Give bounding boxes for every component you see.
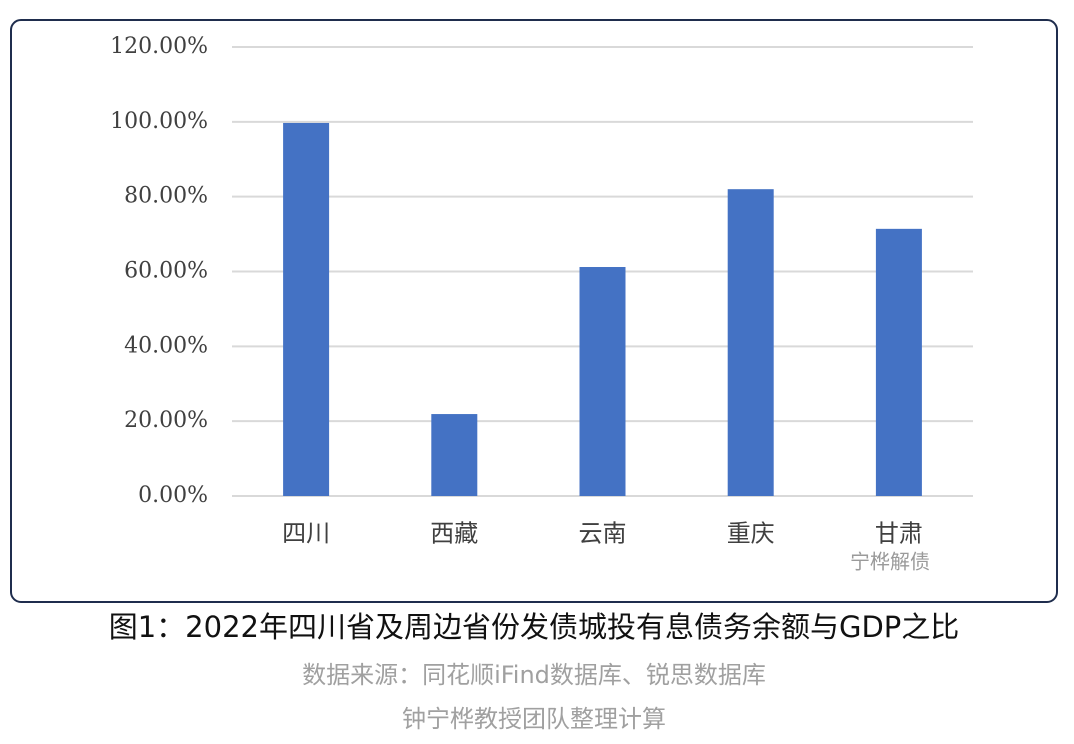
- y-tick-label: 40.00%: [124, 333, 208, 358]
- watermark: 宁桦解债: [850, 550, 930, 574]
- source-note: 数据来源：同花顺iFind数据库、锐思数据库: [302, 661, 766, 689]
- y-tick-label: 0.00%: [138, 483, 208, 508]
- chart-title: 图1：2022年四川省及周边省份发债城投有息债务余额与GDP之比: [109, 610, 960, 644]
- x-tick-label: 重庆: [727, 520, 775, 548]
- y-tick-label: 60.00%: [124, 259, 208, 284]
- bar: [727, 189, 774, 496]
- x-tick-label: 西藏: [430, 520, 478, 548]
- bar: [875, 228, 922, 496]
- x-tick-label: 四川: [282, 520, 330, 548]
- chart-frame: [10, 19, 1058, 603]
- bar: [283, 122, 330, 496]
- y-tick-label: 20.00%: [124, 408, 208, 433]
- x-tick-label: 云南: [579, 520, 627, 548]
- credit-note: 钟宁桦教授团队整理计算: [402, 705, 666, 733]
- y-tick-label: 80.00%: [124, 184, 208, 209]
- y-tick-label: 100.00%: [110, 109, 208, 134]
- y-tick-label: 120.00%: [110, 34, 208, 59]
- bar: [431, 414, 478, 496]
- x-tick-label: 甘肃: [875, 520, 923, 548]
- bar: [579, 267, 626, 496]
